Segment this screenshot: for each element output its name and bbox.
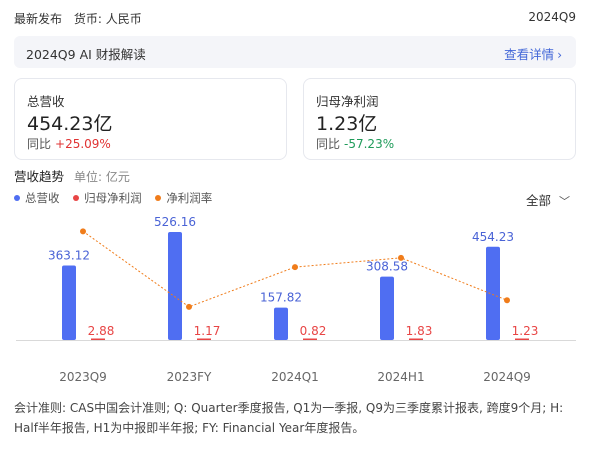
net-profit-value: 1.23亿 bbox=[316, 113, 378, 135]
net-profit-card: 归母净利润 1.23亿 同比 -57.23% bbox=[303, 78, 576, 160]
legend-item-net-profit[interactable]: 归母净利润 bbox=[73, 190, 142, 206]
header-row: 最新发布 货币: 人民币 2024Q9 bbox=[14, 8, 576, 28]
revenue-label: 总营收 bbox=[27, 94, 65, 109]
revenue-bar bbox=[274, 307, 288, 340]
view-details-link[interactable]: 查看详情 › bbox=[504, 44, 562, 63]
ai-report-bar[interactable]: 2024Q9 AI 财报解读 查看详情 › bbox=[14, 36, 576, 68]
revenue-value: 454.23亿 bbox=[27, 113, 113, 135]
chevron-right-icon: › bbox=[557, 48, 562, 62]
net-margin-point bbox=[398, 254, 404, 261]
legend-dot-net-profit bbox=[73, 194, 80, 201]
ai-report-title: 2024Q9 AI 财报解读 bbox=[26, 47, 146, 62]
net-profit-yoy-value: -57.23% bbox=[344, 137, 395, 151]
net-profit-label: 归母净利润 bbox=[316, 94, 379, 109]
report-period: 2024Q9 bbox=[528, 10, 576, 24]
net-profit-bar bbox=[515, 338, 529, 340]
revenue-card: 总营收 454.23亿 同比 +25.09% bbox=[14, 78, 287, 160]
trend-header: 营收趋势 单位: 亿元 bbox=[14, 166, 130, 185]
legend-item-margin[interactable]: 净利润率 bbox=[155, 190, 212, 206]
revenue-bar bbox=[380, 276, 394, 340]
net-profit-bar bbox=[303, 338, 317, 340]
x-tick-label: 2023Q9 bbox=[59, 370, 107, 384]
revenue-bar bbox=[62, 265, 76, 340]
net-margin-point bbox=[186, 303, 192, 310]
x-tick-label: 2024Q1 bbox=[271, 370, 319, 384]
revenue-data-label: 454.23 bbox=[472, 230, 514, 244]
legend-label-net-profit: 归母净利润 bbox=[84, 191, 142, 205]
legend-label-revenue: 总营收 bbox=[25, 191, 60, 205]
currency-label: 货币: 人民币 bbox=[73, 12, 142, 26]
legend-dot-margin bbox=[155, 194, 162, 201]
net-profit-bar bbox=[197, 338, 211, 340]
net-margin-point bbox=[292, 264, 298, 271]
net-profit-data-label: 2.88 bbox=[88, 324, 115, 338]
net-margin-point bbox=[80, 228, 86, 235]
net-profit-data-label: 1.23 bbox=[512, 324, 539, 338]
period-filter-label: 全部 bbox=[526, 193, 552, 208]
net-profit-bar bbox=[409, 338, 423, 340]
revenue-data-label: 526.16 bbox=[154, 215, 196, 229]
legend-label-margin: 净利润率 bbox=[166, 191, 213, 205]
revenue-data-label: 363.12 bbox=[48, 248, 90, 262]
x-tick-label: 2024Q9 bbox=[483, 370, 531, 384]
latest-release-label: 最新发布 bbox=[14, 12, 63, 26]
legend-dot-revenue bbox=[14, 194, 20, 201]
x-tick-label: 2023FY bbox=[167, 370, 212, 384]
net-profit-bar bbox=[91, 338, 105, 340]
revenue-yoy: 同比 +25.09% bbox=[27, 135, 111, 152]
revenue-bar bbox=[168, 232, 182, 340]
revenue-data-label: 308.58 bbox=[366, 260, 408, 274]
x-tick-label: 2024H1 bbox=[377, 370, 424, 384]
revenue-yoy-value: +25.09% bbox=[55, 137, 111, 151]
legend-item-revenue[interactable]: 总营收 bbox=[14, 190, 60, 206]
net-profit-yoy: 同比 -57.23% bbox=[316, 135, 394, 152]
trend-unit: 单位: 亿元 bbox=[74, 170, 130, 184]
net-profit-data-label: 1.83 bbox=[406, 324, 433, 338]
view-details-label: 查看详情 bbox=[504, 47, 555, 62]
revenue-yoy-label: 同比 bbox=[27, 137, 52, 151]
net-margin-point bbox=[504, 297, 510, 304]
trend-title: 营收趋势 bbox=[14, 169, 65, 184]
accounting-footnote: 会计准则: CAS中国会计准则; Q: Quarter季度报告, Q1为一季报,… bbox=[14, 401, 564, 435]
revenue-data-label: 157.82 bbox=[260, 291, 302, 305]
revenue-bar bbox=[486, 246, 500, 340]
net-profit-yoy-label: 同比 bbox=[316, 137, 341, 151]
chart-legend: 总营收 归母净利润 净利润率 bbox=[14, 190, 222, 206]
net-profit-data-label: 0.82 bbox=[300, 324, 327, 338]
net-profit-data-label: 1.17 bbox=[194, 324, 221, 338]
chevron-down-icon: ﹀ bbox=[559, 195, 571, 208]
period-filter-dropdown[interactable]: 全部 ﹀ bbox=[526, 190, 570, 209]
